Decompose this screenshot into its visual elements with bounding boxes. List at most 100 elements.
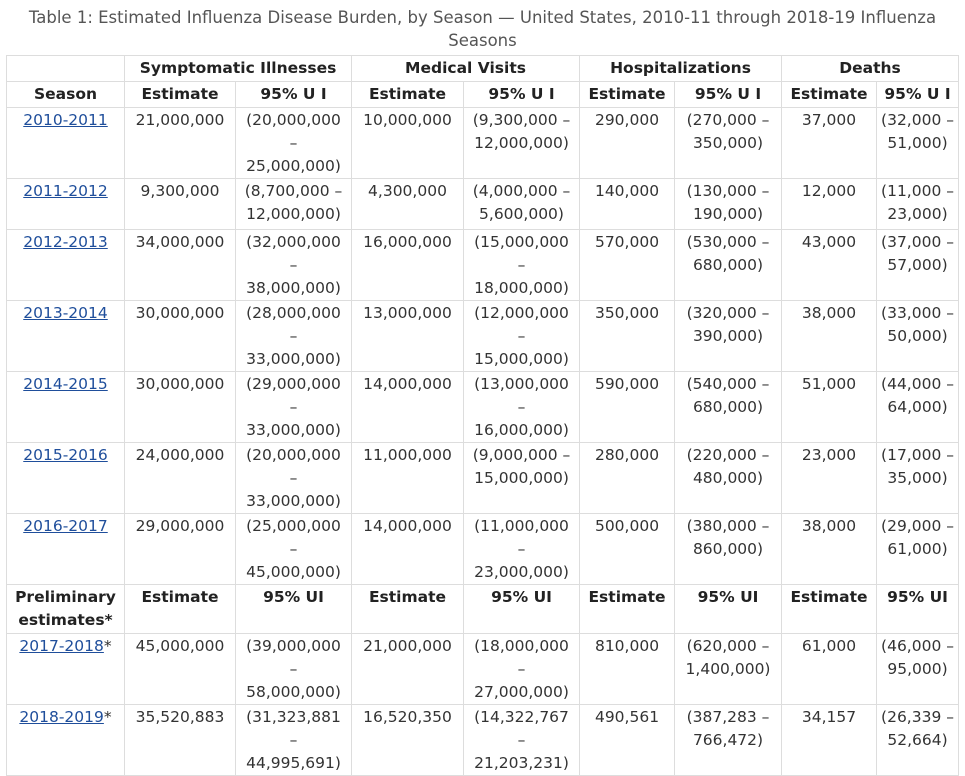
illness-ui-cell: (32,000,000 – 38,000,000) [235, 229, 352, 301]
group-header-deaths: Deaths [781, 55, 960, 82]
sub-header-row: Season Estimate 95% U I Estimate 95% U I… [6, 81, 960, 108]
preliminary-marker: * [103, 637, 112, 655]
table-body: 2010-2011 21,000,000 (20,000,000 – 25,000,… [6, 107, 960, 585]
death-ui-cell: (17,000 – 35,000) [876, 442, 960, 514]
death-estimate-cell: 12,000 [781, 178, 878, 230]
death-ui-cell: (37,000 – 57,000) [876, 229, 960, 301]
season-link[interactable]: 2012-2013 [23, 233, 108, 251]
hospital-estimate-cell: 350,000 [579, 300, 676, 372]
table-row: 2017-2018* 45,000,000 (39,000,000 – 58,000… [6, 633, 960, 705]
death-estimate-cell: 38,000 [781, 300, 878, 372]
season-link[interactable]: 2011-2012 [23, 182, 108, 200]
table-row: 2012-2013 34,000,000 (32,000,000 – 38,000,… [6, 229, 960, 301]
season-cell: 2015-2016 [6, 442, 125, 514]
season-link[interactable]: 2015-2016 [23, 446, 108, 464]
season-cell: 2017-2018* [6, 633, 125, 705]
table-row: 2013-2014 30,000,000 (28,000,000 – 33,000,… [6, 300, 960, 372]
death-estimate-cell: 61,000 [781, 633, 878, 705]
death-ui-cell: (46,000 – 95,000) [876, 633, 960, 705]
group-header-medical-visits: Medical Visits [350, 55, 581, 82]
illness-ui-cell: (39,000,000 – 58,000,000) [235, 633, 352, 705]
hospital-estimate-cell: 140,000 [579, 178, 676, 230]
prelim-estimate-header: Estimate [579, 584, 676, 634]
prelim-ui-header: 95% UI [235, 584, 352, 634]
death-estimate-cell: 23,000 [781, 442, 878, 514]
season-link[interactable]: 2018-2019 [19, 708, 104, 726]
season-cell: 2016-2017 [6, 513, 125, 585]
estimate-header: Estimate [781, 81, 878, 108]
group-header-illnesses: Symptomatic Illnesses [124, 55, 352, 82]
medical-estimate-cell: 11,000,000 [351, 442, 464, 514]
season-cell: 2014-2015 [6, 371, 125, 443]
season-cell: 2012-2013 [6, 229, 125, 301]
hospital-estimate-cell: 590,000 [579, 371, 676, 443]
medical-ui-cell: (13,000,000 – 16,000,000) [462, 371, 581, 443]
season-link[interactable]: 2017-2018 [19, 637, 104, 655]
table-row: 2014-2015 30,000,000 (29,000,000 – 33,000,… [6, 371, 960, 443]
season-link[interactable]: 2016-2017 [23, 517, 108, 535]
hospital-ui-cell: (620,000 – 1,400,000) [674, 633, 783, 705]
prelim-estimate-header: Estimate [124, 584, 236, 634]
medical-ui-cell: (15,000,000 – 18,000,000) [462, 229, 581, 301]
death-ui-cell: (32,000 – 51,000) [876, 107, 960, 179]
season-cell: 2018-2019* [6, 704, 125, 776]
season-header: Season [6, 81, 125, 108]
medical-estimate-cell: 14,000,000 [351, 513, 464, 585]
season-link[interactable]: 2014-2015 [23, 375, 108, 393]
medical-estimate-cell: 16,000,000 [351, 229, 464, 301]
hospital-estimate-cell: 280,000 [579, 442, 676, 514]
hospital-estimate-cell: 490,561 [579, 704, 676, 776]
hospital-ui-cell: (380,000 – 860,000) [674, 513, 783, 585]
death-estimate-cell: 38,000 [781, 513, 878, 585]
medical-estimate-cell: 13,000,000 [351, 300, 464, 372]
illness-estimate-cell: 30,000,000 [124, 371, 236, 443]
death-estimate-cell: 34,157 [781, 704, 878, 776]
prelim-estimate-header: Estimate [781, 584, 878, 634]
prelim-estimate-header: Estimate [351, 584, 464, 634]
ui-header: 95% U I [462, 81, 581, 108]
season-link[interactable]: 2013-2014 [23, 304, 108, 322]
preliminary-marker: * [103, 708, 112, 726]
table-row: 2016-2017 29,000,000 (25,000,000 – 45,000,… [6, 513, 960, 585]
medical-estimate-cell: 4,300,000 [351, 178, 464, 230]
illness-estimate-cell: 30,000,000 [124, 300, 236, 372]
hospital-ui-cell: (320,000 – 390,000) [674, 300, 783, 372]
table-row: 2011-2012 9,300,000 (8,700,000 – 12,000,00… [6, 178, 960, 230]
illness-ui-cell: (20,000,000 – 33,000,000) [235, 442, 352, 514]
season-link[interactable]: 2010-2011 [23, 111, 108, 129]
flu-burden-table: Symptomatic Illnesses Medical Visits Hos… [6, 55, 960, 776]
illness-ui-cell: (25,000,000 – 45,000,000) [235, 513, 352, 585]
season-cell: 2010-2011 [6, 107, 125, 179]
prelim-header-body: Preliminary estimates* Estimate 95% UI E… [6, 584, 960, 634]
death-ui-cell: (44,000 – 64,000) [876, 371, 960, 443]
prelim-ui-header: 95% UI [876, 584, 960, 634]
illness-estimate-cell: 9,300,000 [124, 178, 236, 230]
estimate-header: Estimate [579, 81, 676, 108]
prelim-ui-header: 95% UI [462, 584, 581, 634]
table-row: 2010-2011 21,000,000 (20,000,000 – 25,000,… [6, 107, 960, 179]
death-estimate-cell: 51,000 [781, 371, 878, 443]
illness-ui-cell: (8,700,000 – 12,000,000) [235, 178, 352, 230]
illness-ui-cell: (31,323,881 – 44,995,691) [235, 704, 352, 776]
prelim-table-body: 2017-2018* 45,000,000 (39,000,000 – 58,000… [6, 633, 960, 776]
illness-estimate-cell: 21,000,000 [124, 107, 236, 179]
illness-estimate-cell: 35,520,883 [124, 704, 236, 776]
hospital-estimate-cell: 570,000 [579, 229, 676, 301]
medical-estimate-cell: 16,520,350 [351, 704, 464, 776]
hospital-estimate-cell: 500,000 [579, 513, 676, 585]
illness-estimate-cell: 24,000,000 [124, 442, 236, 514]
season-cell: 2013-2014 [6, 300, 125, 372]
empty-header-cell [6, 55, 125, 82]
medical-estimate-cell: 21,000,000 [351, 633, 464, 705]
hospital-ui-cell: (540,000 – 680,000) [674, 371, 783, 443]
death-ui-cell: (33,000 – 50,000) [876, 300, 960, 372]
medical-estimate-cell: 14,000,000 [351, 371, 464, 443]
ui-header: 95% U I [235, 81, 352, 108]
hospital-ui-cell: (270,000 – 350,000) [674, 107, 783, 179]
hospital-estimate-cell: 810,000 [579, 633, 676, 705]
hospital-ui-cell: (387,283 – 766,472) [674, 704, 783, 776]
death-ui-cell: (11,000 – 23,000) [876, 178, 960, 230]
medical-ui-cell: (9,300,000 – 12,000,000) [462, 107, 581, 179]
illness-ui-cell: (28,000,000 – 33,000,000) [235, 300, 352, 372]
hospital-ui-cell: (220,000 – 480,000) [674, 442, 783, 514]
